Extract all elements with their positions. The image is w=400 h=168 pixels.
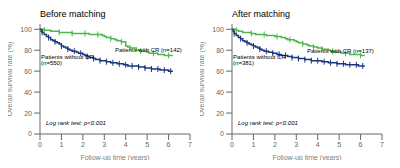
svg-text:3: 3: [294, 141, 298, 148]
svg-text:Log rank test: p<0.001: Log rank test: p<0.001: [46, 120, 106, 126]
svg-text:Follow-up time (years): Follow-up time (years): [80, 154, 149, 160]
svg-text:0: 0: [230, 141, 234, 148]
html-text:Before matching: Before matching: [40, 9, 106, 19]
svg-text:4: 4: [124, 141, 128, 148]
svg-text:40: 40: [216, 89, 224, 96]
svg-text:100: 100: [212, 26, 224, 33]
svg-text:1: 1: [59, 141, 63, 148]
svg-text:6: 6: [167, 141, 171, 148]
svg-text:7: 7: [188, 141, 192, 148]
svg-text:60: 60: [216, 68, 224, 75]
svg-text:1: 1: [251, 141, 255, 148]
svg-text:4: 4: [316, 141, 320, 148]
svg-text:0: 0: [220, 130, 224, 137]
svg-text:40: 40: [24, 89, 32, 96]
svg-text:2: 2: [273, 141, 277, 148]
svg-text:Log rank test: p<0.001: Log rank test: p<0.001: [238, 120, 298, 126]
html-text:After matching: After matching: [232, 9, 290, 19]
svg-text:Patients without CR(n=550): Patients without CR(n=550): [41, 54, 94, 67]
svg-text:Patients with CR (n=137): Patients with CR (n=137): [307, 48, 374, 54]
svg-text:20: 20: [216, 110, 224, 117]
svg-text:0: 0: [28, 130, 32, 137]
svg-text:100: 100: [20, 26, 32, 33]
svg-text:3: 3: [102, 141, 106, 148]
svg-text:6: 6: [359, 141, 363, 148]
svg-text:Patients without CR(n=381): Patients without CR(n=381): [233, 54, 286, 67]
svg-text:80: 80: [216, 47, 224, 54]
svg-text:Follow-up time (years): Follow-up time (years): [272, 154, 341, 160]
svg-text:Overall survival rate (%): Overall survival rate (%): [8, 42, 14, 117]
svg-text:0: 0: [38, 141, 42, 148]
svg-text:60: 60: [24, 68, 32, 75]
svg-text:5: 5: [145, 141, 149, 148]
svg-text:5: 5: [337, 141, 341, 148]
svg-text:7: 7: [380, 141, 384, 148]
svg-text:Overall survival rate (%): Overall survival rate (%): [200, 42, 206, 117]
svg-text:20: 20: [24, 110, 32, 117]
svg-text:80: 80: [24, 47, 32, 54]
svg-text:Patients with CR (n=142): Patients with CR (n=142): [115, 47, 182, 53]
svg-text:2: 2: [81, 141, 85, 148]
